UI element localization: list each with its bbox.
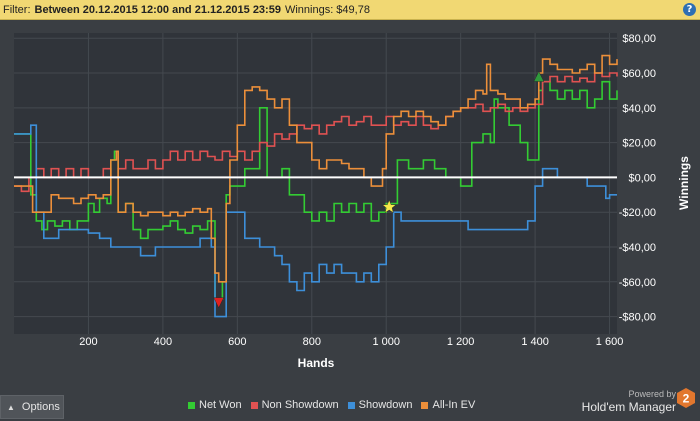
x-axis-label: Hands: [298, 356, 335, 370]
options-button[interactable]: ▲ Options: [0, 395, 64, 419]
options-label: Options: [21, 401, 60, 413]
chevron-up-icon: ▲: [7, 402, 15, 412]
legend-swatch: [421, 401, 429, 409]
legend-item-showdown[interactable]: Showdown: [347, 399, 413, 411]
legend-item-all-in-ev[interactable]: All-In EV: [421, 399, 475, 411]
x-tick-label: 200: [79, 336, 97, 348]
x-tick-label: 400: [154, 336, 172, 348]
bottom-bar: ▲ Options Net Won Non Showdown Showdown …: [0, 388, 700, 421]
filter-winnings: Winnings: $49,78: [284, 3, 370, 16]
x-tick-label: 800: [303, 336, 321, 348]
winnings-chart: $80,00 $60,00 $40,00 $20,00 $0,00 -$20,00 -$40…: [0, 20, 700, 395]
legend-swatch: [188, 401, 195, 409]
y-axis-label: Winnings: [677, 156, 691, 210]
marker-triangle-up: [533, 71, 545, 82]
hem2-logo-icon: 2: [677, 388, 695, 408]
x-tick-label: 1 000: [372, 336, 400, 348]
y-tick-label: $20,00: [622, 138, 656, 150]
y-tick-label: -$60,00: [619, 277, 656, 289]
legend-swatch: [347, 401, 355, 409]
filter-bar: Filter: Between 20.12.2015 12:00 and 21.…: [0, 0, 700, 20]
y-axis-ticks: $80,00 $60,00 $40,00 $20,00 $0,00 -$20,00 -$40…: [619, 33, 656, 323]
y-tick-label: $60,00: [622, 68, 656, 80]
y-tick-label: -$80,00: [619, 312, 656, 324]
marker-triangle-down: [213, 297, 225, 309]
x-tick-label: 1 400: [521, 336, 549, 348]
marker-star: [381, 199, 397, 214]
series-layer: [14, 54, 618, 318]
y-tick-label: $80,00: [622, 33, 656, 45]
y-tick-label: -$40,00: [619, 242, 656, 254]
help-icon[interactable]: ?: [683, 3, 696, 16]
legend-label: All-In EV: [432, 399, 476, 411]
legend-label: Non Showdown: [261, 399, 339, 411]
legend-label: Showdown: [358, 399, 413, 411]
legend-item-net-won[interactable]: Net Won: [188, 399, 242, 411]
filter-label: Filter:: [3, 3, 31, 16]
markers: [213, 71, 545, 309]
x-tick-label: 1 200: [447, 336, 475, 348]
series-line-all-in-ev: [14, 54, 618, 283]
series-line-showdown: [14, 124, 617, 318]
legend: Net Won Non Showdown Showdown All-In EV: [188, 399, 484, 411]
plot-background: [14, 33, 617, 334]
y-tick-label: $40,00: [622, 103, 656, 115]
brand: Powered by Hold'em Manager: [582, 389, 676, 414]
series-line-net-won: [14, 80, 618, 300]
x-tick-label: 1 600: [596, 336, 624, 348]
legend-item-non-showdown[interactable]: Non Showdown: [250, 399, 339, 411]
y-tick-label: $0,00: [628, 172, 656, 184]
chart-svg: $80,00 $60,00 $40,00 $20,00 $0,00 -$20,00 -$40…: [14, 33, 691, 370]
y-tick-label: -$20,00: [619, 207, 656, 219]
x-tick-label: 600: [228, 336, 246, 348]
legend-label: Net Won: [199, 399, 242, 411]
powered-by-text: Powered by: [628, 389, 676, 399]
x-axis-ticks: 200 400 600 800 1 000 1 200 1 400 1 600: [79, 336, 623, 348]
filter-date-range: Between 20.12.2015 12:00 and 21.12.2015 …: [34, 3, 281, 16]
legend-swatch: [250, 401, 258, 409]
brand-name: Hold'em Manager: [581, 400, 676, 414]
svg-text:2: 2: [683, 392, 690, 406]
